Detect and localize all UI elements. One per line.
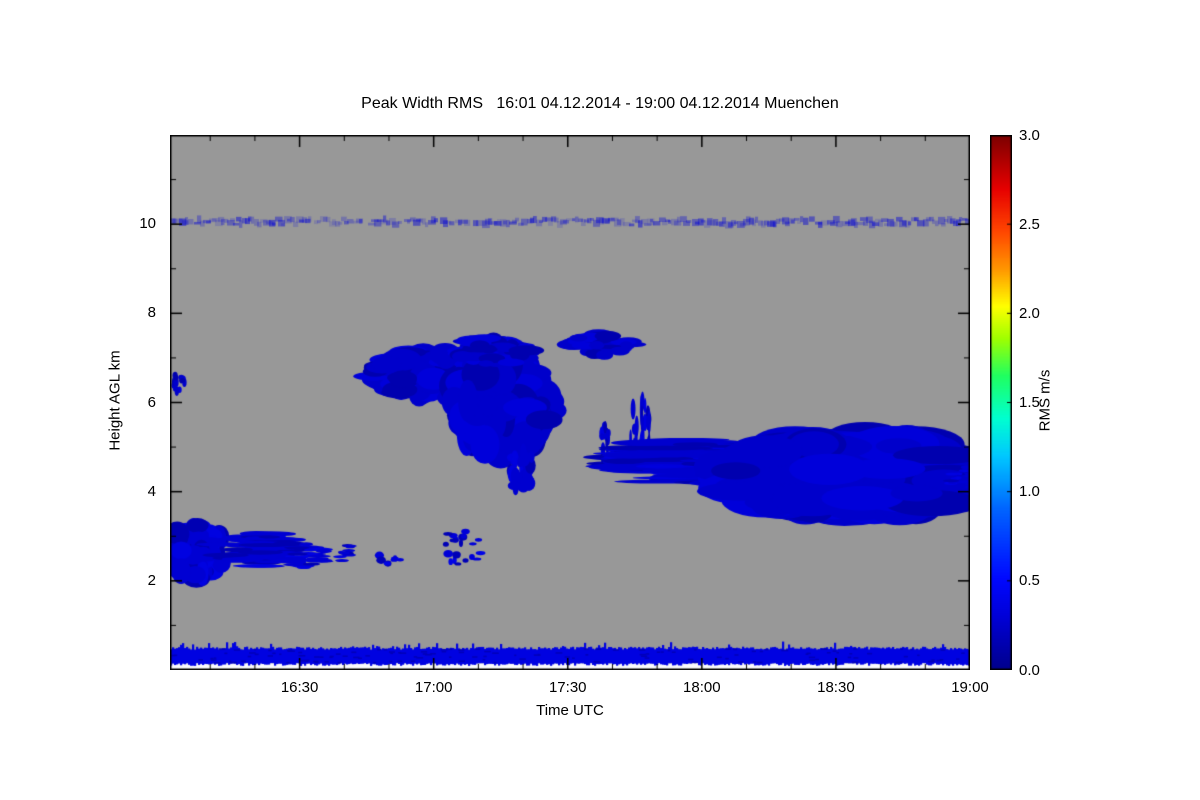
colorbar-tick-label: 3.0 <box>1019 126 1040 144</box>
x-tick-label: 18:30 <box>817 679 855 696</box>
colorbar-tick-label: 2.5 <box>1019 215 1040 233</box>
x-axis-label: Time UTC <box>536 702 604 719</box>
y-tick-label: 2 <box>147 571 156 589</box>
x-tick-label: 17:00 <box>414 679 453 696</box>
plot-area <box>170 135 970 670</box>
colorbar-tick-label: 1.0 <box>1019 483 1040 501</box>
y-tick-label: 10 <box>139 215 156 233</box>
colorbar-tick-label: 0.5 <box>1019 572 1040 590</box>
y-tick-label: 6 <box>147 393 156 411</box>
x-tick-label: 17:30 <box>548 679 587 696</box>
y-tick-label: 4 <box>147 482 156 500</box>
x-tick-label: 16:30 <box>280 679 319 696</box>
x-tick-label: 18:00 <box>683 679 721 696</box>
colorbar-tick-label: 1.5 <box>1019 394 1040 411</box>
colorbar-tick-label: 2.0 <box>1019 304 1040 322</box>
chart-title: Peak Width RMS 16:01 04.12.2014 - 19:00 … <box>361 95 839 112</box>
x-tick-label: 19:00 <box>951 679 989 696</box>
colorbar <box>990 135 1012 670</box>
y-tick-label: 8 <box>147 304 156 322</box>
colorbar-tick-label: 0.0 <box>1019 661 1040 679</box>
